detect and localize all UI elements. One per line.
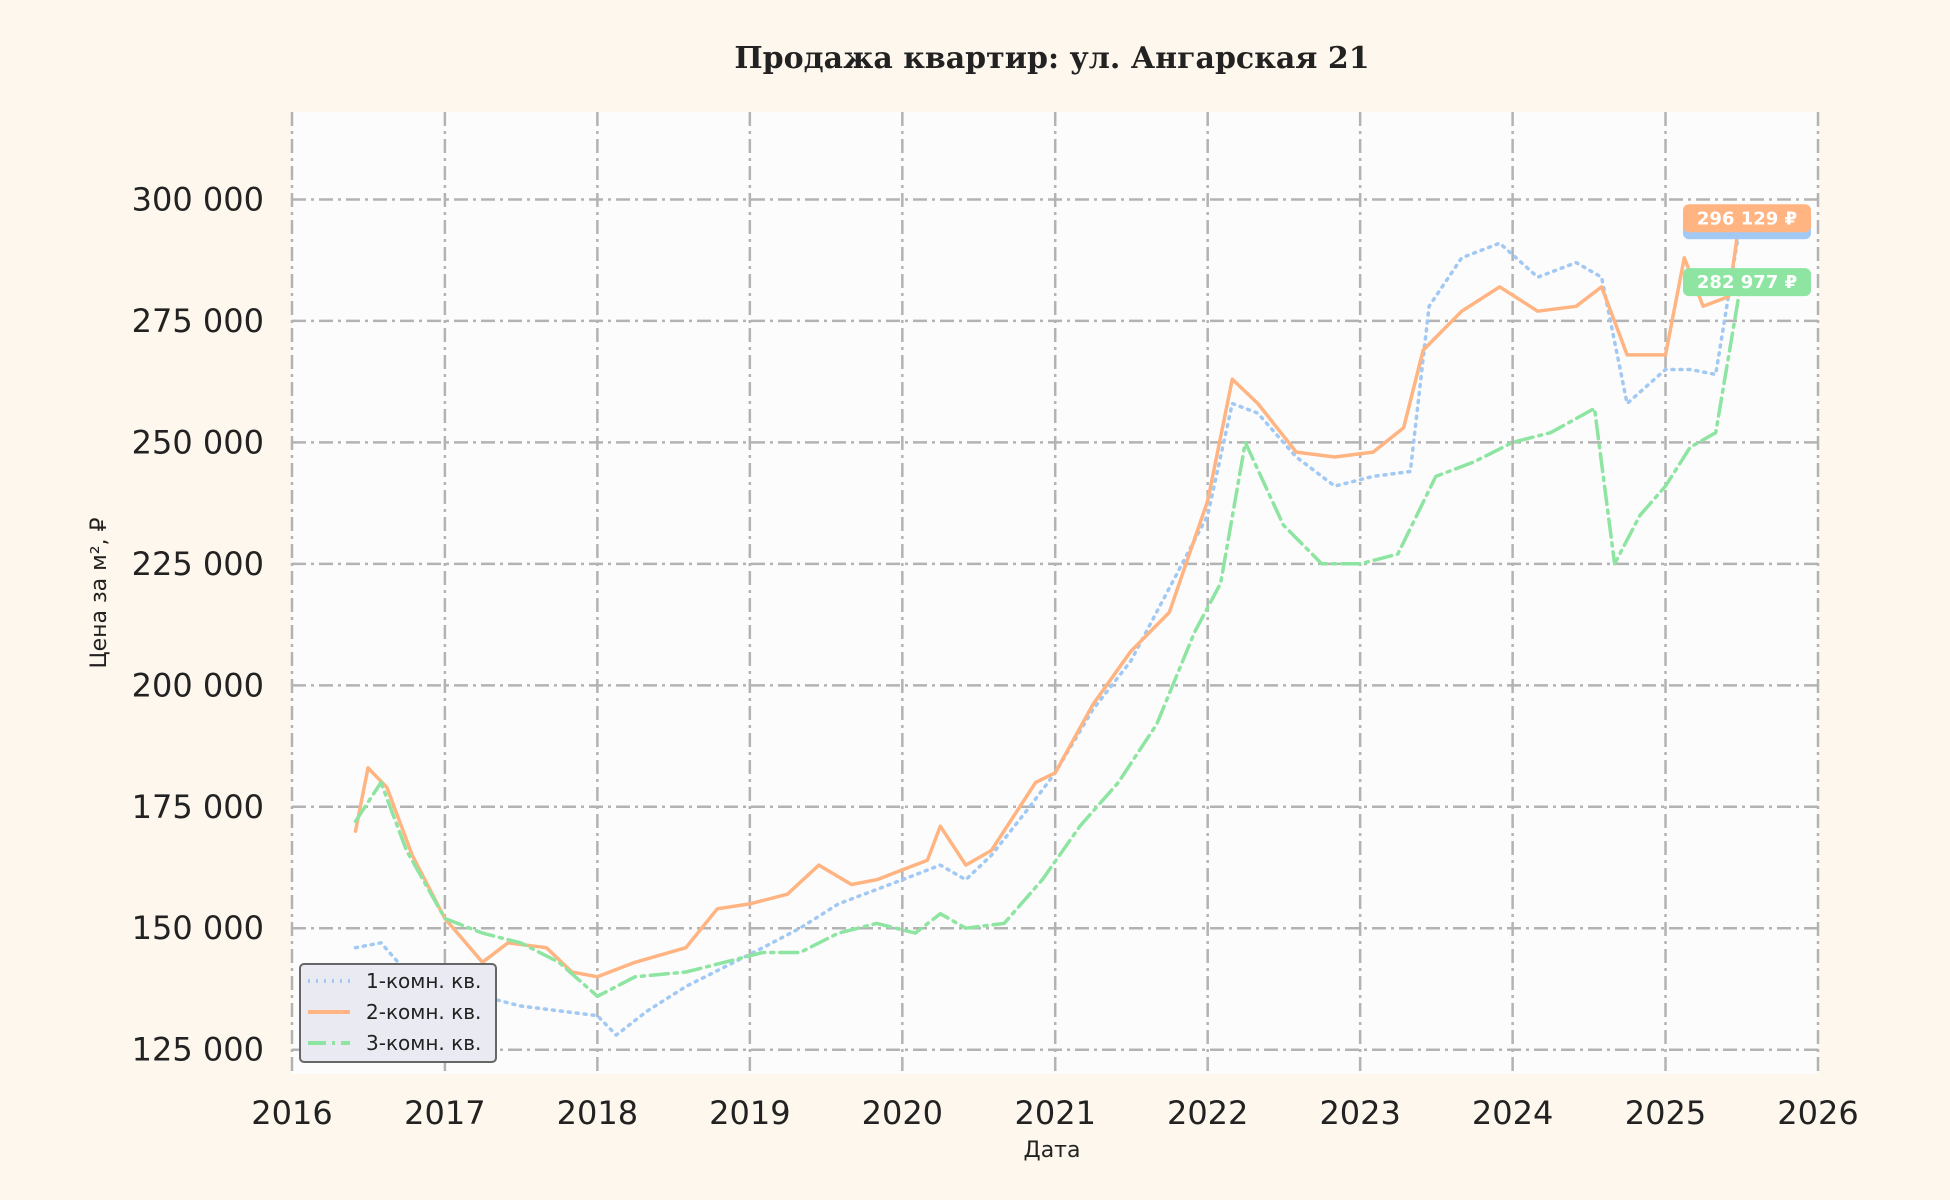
x-tick-label: 2022 bbox=[1167, 1094, 1248, 1132]
series-line-3-room bbox=[353, 280, 1743, 999]
x-tick-label: 2018 bbox=[557, 1094, 638, 1132]
series-line-2-room bbox=[353, 207, 1743, 979]
grid bbox=[290, 112, 1820, 1074]
legend-box bbox=[299, 963, 497, 1063]
x-tick-label: 2019 bbox=[709, 1094, 790, 1132]
y-axis-label: Цена за м², ₽ bbox=[87, 517, 112, 668]
value-annotations: 296 129 ₽296 129 ₽282 977 ₽ bbox=[1683, 204, 1811, 297]
y-tick-label: 275 000 bbox=[132, 302, 264, 340]
value-badge-label: 296 129 ₽ bbox=[1697, 208, 1797, 229]
y-tick-label: 175 000 bbox=[132, 788, 264, 826]
value-badge bbox=[1683, 204, 1811, 233]
y-tick-labels: 125 000 150 000 175 000 200 000 225 000 250 0… bbox=[132, 180, 264, 1068]
x-tick-label: 2025 bbox=[1625, 1094, 1706, 1132]
y-tick-label: 125 000 bbox=[132, 1031, 264, 1069]
y-tick-label: 150 000 bbox=[132, 909, 264, 947]
x-tick-label: 2020 bbox=[862, 1094, 943, 1132]
x-tick-label: 2016 bbox=[251, 1094, 332, 1132]
legend-label-3-room: 3-комн. кв. bbox=[366, 1031, 481, 1055]
x-axis-label: Дата bbox=[1024, 1138, 1081, 1163]
x-tick-label: 2021 bbox=[1014, 1094, 1095, 1132]
value-badge bbox=[1683, 268, 1811, 297]
x-tick-label: 2017 bbox=[404, 1094, 485, 1132]
y-tick-label: 225 000 bbox=[132, 545, 264, 583]
value-badge-label: 282 977 ₽ bbox=[1697, 272, 1797, 293]
x-tick-label: 2023 bbox=[1319, 1094, 1400, 1132]
x-tick-label: 2026 bbox=[1777, 1094, 1858, 1132]
x-tick-labels: 2016 2017 2018 2019 2020 2021 2022 2023 2024 2025… bbox=[251, 1094, 1858, 1132]
legend: 1-комн. кв. 2-комн. кв. 3-комн. кв. bbox=[299, 963, 497, 1063]
y-tick-label: 300 000 bbox=[132, 180, 264, 218]
x-tick-label: 2024 bbox=[1472, 1094, 1553, 1132]
series-layer bbox=[353, 207, 1743, 1037]
chart-title: Продажа квартир: ул. Ангарская 21 bbox=[734, 41, 1369, 76]
legend-label-2-room: 2-комн. кв. bbox=[366, 1000, 481, 1024]
legend-label-1-room: 1-комн. кв. bbox=[366, 969, 481, 993]
y-tick-label: 200 000 bbox=[132, 666, 264, 704]
y-tick-label: 250 000 bbox=[132, 423, 264, 461]
